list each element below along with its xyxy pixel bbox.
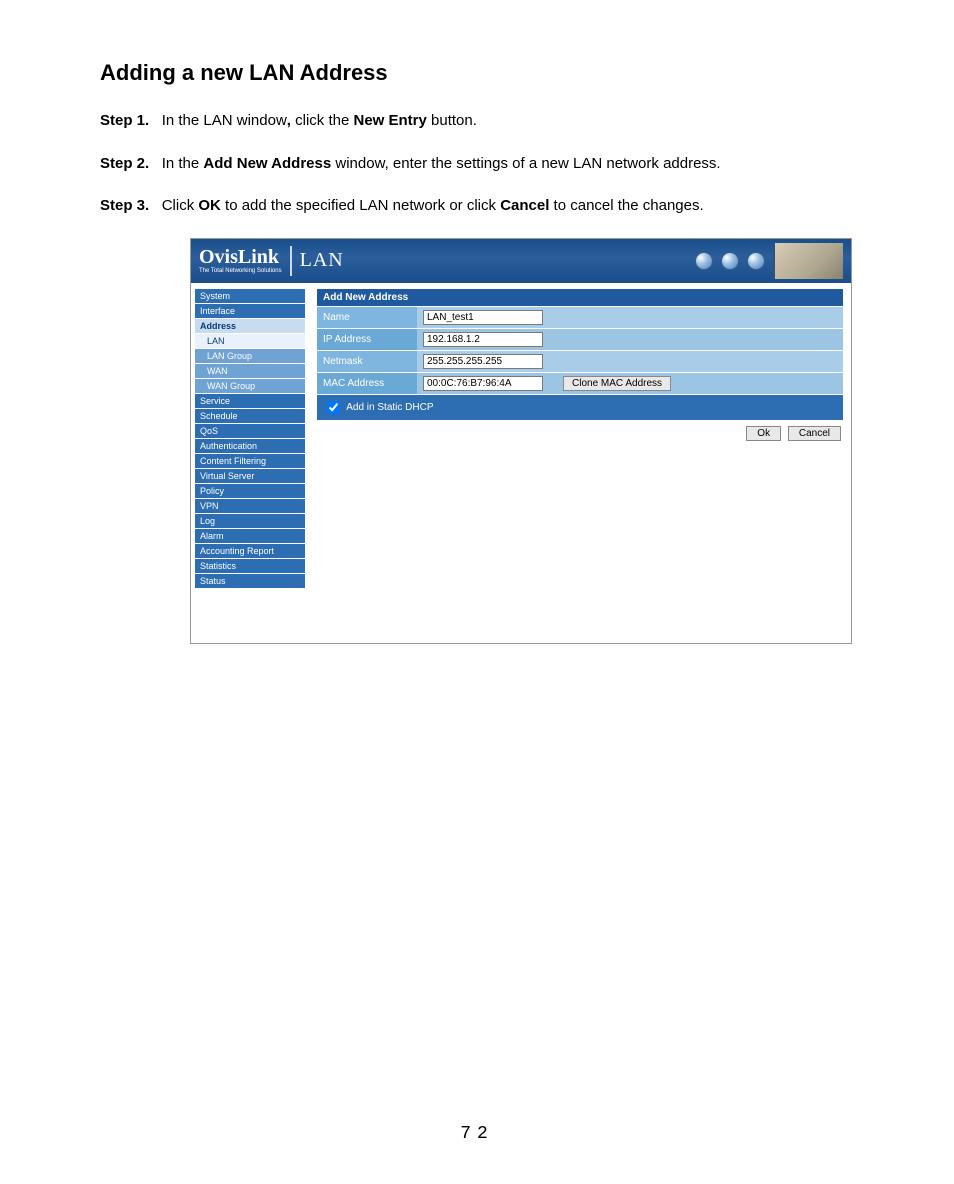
row-name: Name bbox=[317, 306, 843, 328]
sidebar-item-log[interactable]: Log bbox=[195, 514, 305, 529]
sidebar-item-content-filtering[interactable]: Content Filtering bbox=[195, 454, 305, 469]
cell-netmask-input bbox=[417, 350, 843, 372]
netmask-input[interactable] bbox=[423, 354, 543, 369]
brand-logo: OvisLink bbox=[199, 247, 282, 267]
cell-dhcp: Add in Static DHCP bbox=[317, 394, 843, 420]
dhcp-label-wrap[interactable]: Add in Static DHCP bbox=[323, 402, 434, 413]
label-ip: IP Address bbox=[317, 328, 417, 350]
sidebar-sub-lan[interactable]: LAN bbox=[195, 334, 305, 349]
globe-icon bbox=[721, 252, 739, 270]
step-text: to cancel the changes. bbox=[549, 197, 703, 214]
step-2: Step 2. In the Add New Address window, e… bbox=[100, 153, 854, 176]
row-dhcp: Add in Static DHCP bbox=[317, 394, 843, 420]
step-bold: New Entry bbox=[353, 112, 426, 129]
step-text: In the LAN window bbox=[162, 112, 287, 129]
cell-mac-input bbox=[417, 372, 557, 394]
cancel-button[interactable]: Cancel bbox=[788, 426, 841, 441]
step-text: click the bbox=[291, 112, 354, 129]
app-body: SystemInterfaceAddressLANLAN GroupWANWAN… bbox=[191, 283, 851, 643]
page-title: Adding a new LAN Address bbox=[100, 60, 854, 86]
step-1: Step 1. In the LAN window, click the New… bbox=[100, 110, 854, 133]
sidebar-item-alarm[interactable]: Alarm bbox=[195, 529, 305, 544]
sidebar-item-statistics[interactable]: Statistics bbox=[195, 559, 305, 574]
sidebar-sub-lan-group[interactable]: LAN Group bbox=[195, 349, 305, 364]
dhcp-label: Add in Static DHCP bbox=[346, 402, 433, 413]
app-window: OvisLink The Total Networking Solutions … bbox=[190, 238, 852, 644]
form-header-row: Add New Address bbox=[317, 289, 843, 307]
clone-mac-button[interactable]: Clone MAC Address bbox=[563, 376, 671, 391]
sidebar-item-service[interactable]: Service bbox=[195, 394, 305, 409]
brand-separator bbox=[290, 246, 292, 276]
sidebar-item-address[interactable]: Address bbox=[195, 319, 305, 334]
label-mac: MAC Address bbox=[317, 372, 417, 394]
sidebar-item-system[interactable]: System bbox=[195, 289, 305, 304]
step-3: Step 3. Click OK to add the specified LA… bbox=[100, 195, 854, 218]
form-actions: Ok Cancel bbox=[317, 420, 843, 447]
app-header: OvisLink The Total Networking Solutions … bbox=[191, 239, 851, 283]
step-text: button. bbox=[427, 112, 477, 129]
step-label: Step 1. bbox=[100, 112, 149, 129]
label-name: Name bbox=[317, 306, 417, 328]
brand-tagline: The Total Networking Solutions bbox=[199, 268, 282, 274]
form-header: Add New Address bbox=[317, 289, 843, 307]
row-ip: IP Address bbox=[317, 328, 843, 350]
step-text: window, enter the settings of a new LAN … bbox=[331, 155, 720, 172]
cell-name-input bbox=[417, 306, 843, 328]
sidebar-sub-wan-group[interactable]: WAN Group bbox=[195, 379, 305, 394]
sidebar-item-qos[interactable]: QoS bbox=[195, 424, 305, 439]
sidebar: SystemInterfaceAddressLANLAN GroupWANWAN… bbox=[191, 283, 309, 643]
step-bold: Add New Address bbox=[203, 155, 331, 172]
ip-input[interactable] bbox=[423, 332, 543, 347]
brand-block: OvisLink The Total Networking Solutions bbox=[199, 247, 282, 274]
sidebar-item-policy[interactable]: Policy bbox=[195, 484, 305, 499]
step-text: In the bbox=[162, 155, 204, 172]
sidebar-item-interface[interactable]: Interface bbox=[195, 304, 305, 319]
sidebar-item-accounting-report[interactable]: Accounting Report bbox=[195, 544, 305, 559]
header-right bbox=[695, 243, 843, 279]
sidebar-item-schedule[interactable]: Schedule bbox=[195, 409, 305, 424]
step-bold: Cancel bbox=[500, 197, 549, 214]
step-label: Step 3. bbox=[100, 197, 149, 214]
name-input[interactable] bbox=[423, 310, 543, 325]
content-area: Add New Address Name IP Address bbox=[309, 283, 851, 643]
step-bold: OK bbox=[198, 197, 221, 214]
header-photo bbox=[773, 243, 843, 279]
ok-button[interactable]: Ok bbox=[746, 426, 781, 441]
globe-icon bbox=[747, 252, 765, 270]
step-text: to add the specified LAN network or clic… bbox=[221, 197, 500, 214]
row-netmask: Netmask bbox=[317, 350, 843, 372]
step-label: Step 2. bbox=[100, 155, 149, 172]
sidebar-item-virtual-server[interactable]: Virtual Server bbox=[195, 469, 305, 484]
sidebar-item-status[interactable]: Status bbox=[195, 574, 305, 589]
dhcp-checkbox[interactable] bbox=[327, 401, 340, 414]
sidebar-item-vpn[interactable]: VPN bbox=[195, 499, 305, 514]
cell-clone-mac: Clone MAC Address bbox=[557, 372, 843, 394]
page-number: 72 bbox=[100, 1124, 854, 1144]
label-netmask: Netmask bbox=[317, 350, 417, 372]
section-title: LAN bbox=[300, 249, 344, 272]
add-address-form: Add New Address Name IP Address bbox=[317, 289, 843, 420]
cell-ip-input bbox=[417, 328, 843, 350]
mac-input[interactable] bbox=[423, 376, 543, 391]
row-mac: MAC Address Clone MAC Address bbox=[317, 372, 843, 394]
globe-icon bbox=[695, 252, 713, 270]
sidebar-item-authentication[interactable]: Authentication bbox=[195, 439, 305, 454]
step-text: Click bbox=[162, 197, 199, 214]
sidebar-sub-wan[interactable]: WAN bbox=[195, 364, 305, 379]
